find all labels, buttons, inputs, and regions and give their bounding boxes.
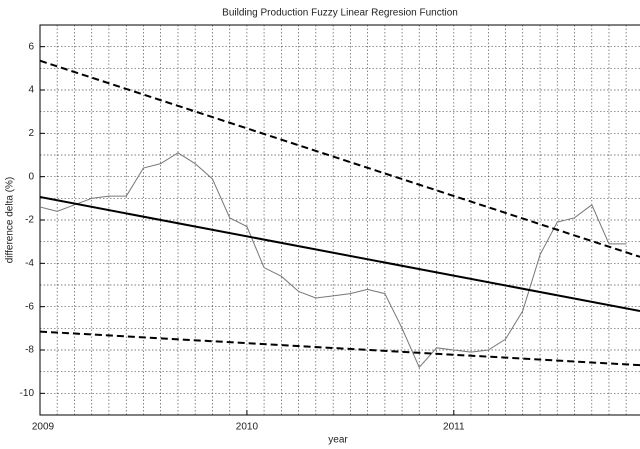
x-tick-label: 2011 [443, 422, 465, 433]
y-tick-label: 6 [28, 41, 34, 52]
y-tick-label: -8 [25, 345, 34, 356]
y-axis-label: difference delta (%) [5, 177, 16, 264]
axes-frame [39, 24, 640, 416]
y-tick-label: 4 [28, 85, 34, 96]
y-tick-label: 2 [28, 128, 34, 139]
series-line [40, 196, 640, 312]
series-line [40, 330, 640, 367]
x-axis-label: year [328, 435, 348, 446]
y-tick-label: -6 [25, 301, 34, 312]
x-tick-label: 2010 [236, 422, 259, 433]
y-tick-label: -2 [25, 215, 34, 226]
x-tick-label: 2009 [32, 422, 55, 433]
chart-title: Building Production Fuzzy Linear Regresi… [222, 8, 458, 19]
series-line [40, 59, 640, 258]
y-tick-label: 0 [28, 171, 34, 182]
y-tick-label: -10 [20, 388, 35, 399]
series-line [40, 152, 627, 369]
y-tick-label: -4 [25, 258, 34, 269]
